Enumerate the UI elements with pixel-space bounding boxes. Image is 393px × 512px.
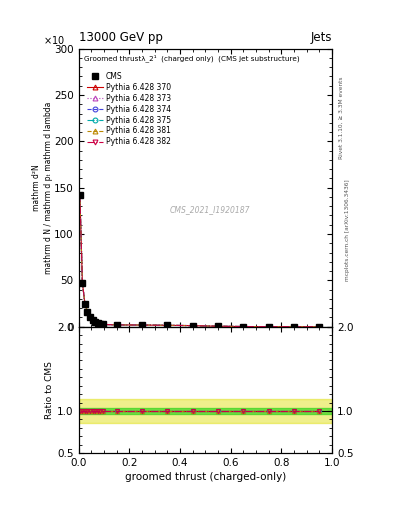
Bar (79, 408, 332, 414)
Y-axis label: mathrm d²N
mathrm d N / mathrm d pₜ mathrm d lambda: mathrm d²N mathrm d N / mathrm d pₜ math… (32, 101, 53, 274)
Text: 13000 GeV pp: 13000 GeV pp (79, 31, 162, 44)
Y-axis label: Ratio to CMS: Ratio to CMS (46, 361, 55, 419)
Text: Rivet 3.1.10, ≥ 3.3M events: Rivet 3.1.10, ≥ 3.3M events (339, 76, 344, 159)
Text: Jets: Jets (310, 31, 332, 44)
Legend: CMS, Pythia 6.428 370, Pythia 6.428 373, Pythia 6.428 374, Pythia 6.428 375, Pyt: CMS, Pythia 6.428 370, Pythia 6.428 373,… (88, 72, 171, 146)
Text: $\times$10: $\times$10 (43, 34, 65, 46)
X-axis label: groomed thrust (charged-only): groomed thrust (charged-only) (125, 472, 286, 482)
Text: Groomed thrustλ_2¹  (charged only)  (CMS jet substructure): Groomed thrustλ_2¹ (charged only) (CMS j… (84, 54, 299, 62)
Text: CMS_2021_I1920187: CMS_2021_I1920187 (170, 205, 251, 215)
Text: mcplots.cern.ch [arXiv:1306.3436]: mcplots.cern.ch [arXiv:1306.3436] (345, 180, 350, 281)
Bar (79, 399, 332, 423)
